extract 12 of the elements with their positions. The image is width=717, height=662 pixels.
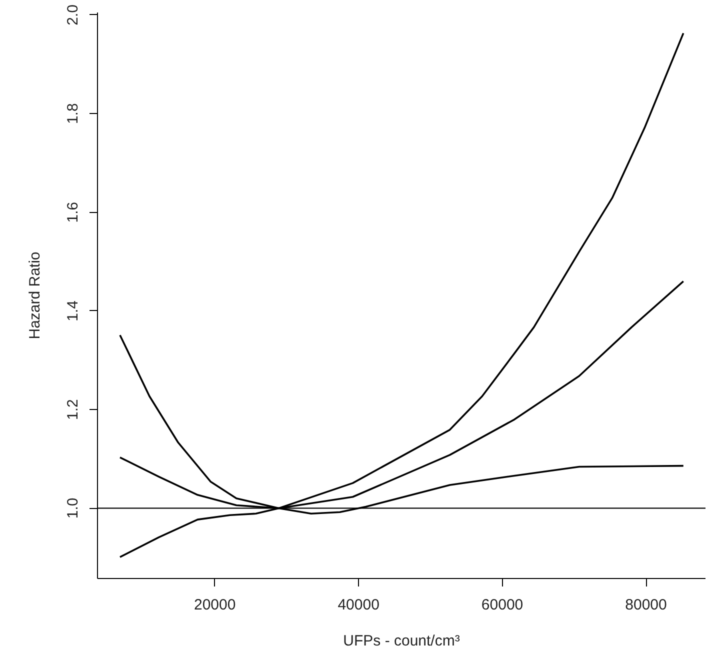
y-tick-label: 1.0: [64, 498, 82, 519]
x-tick-label: 60000: [481, 596, 524, 614]
y-tick-label: 2.0: [64, 4, 82, 26]
x-tick-label: 20000: [194, 596, 236, 614]
y-tick-label: 1.2: [64, 399, 82, 420]
x-tick-label: 40000: [338, 596, 380, 614]
x-tick-label: 80000: [625, 596, 667, 614]
x-axis-title: UFPs - count/cm³: [343, 632, 460, 650]
y-axis-title: Hazard Ratio: [26, 252, 44, 340]
y-tick-label: 1.4: [64, 300, 82, 322]
y-tick-label: 1.8: [64, 103, 82, 124]
y-tick-label: 1.6: [64, 202, 82, 223]
